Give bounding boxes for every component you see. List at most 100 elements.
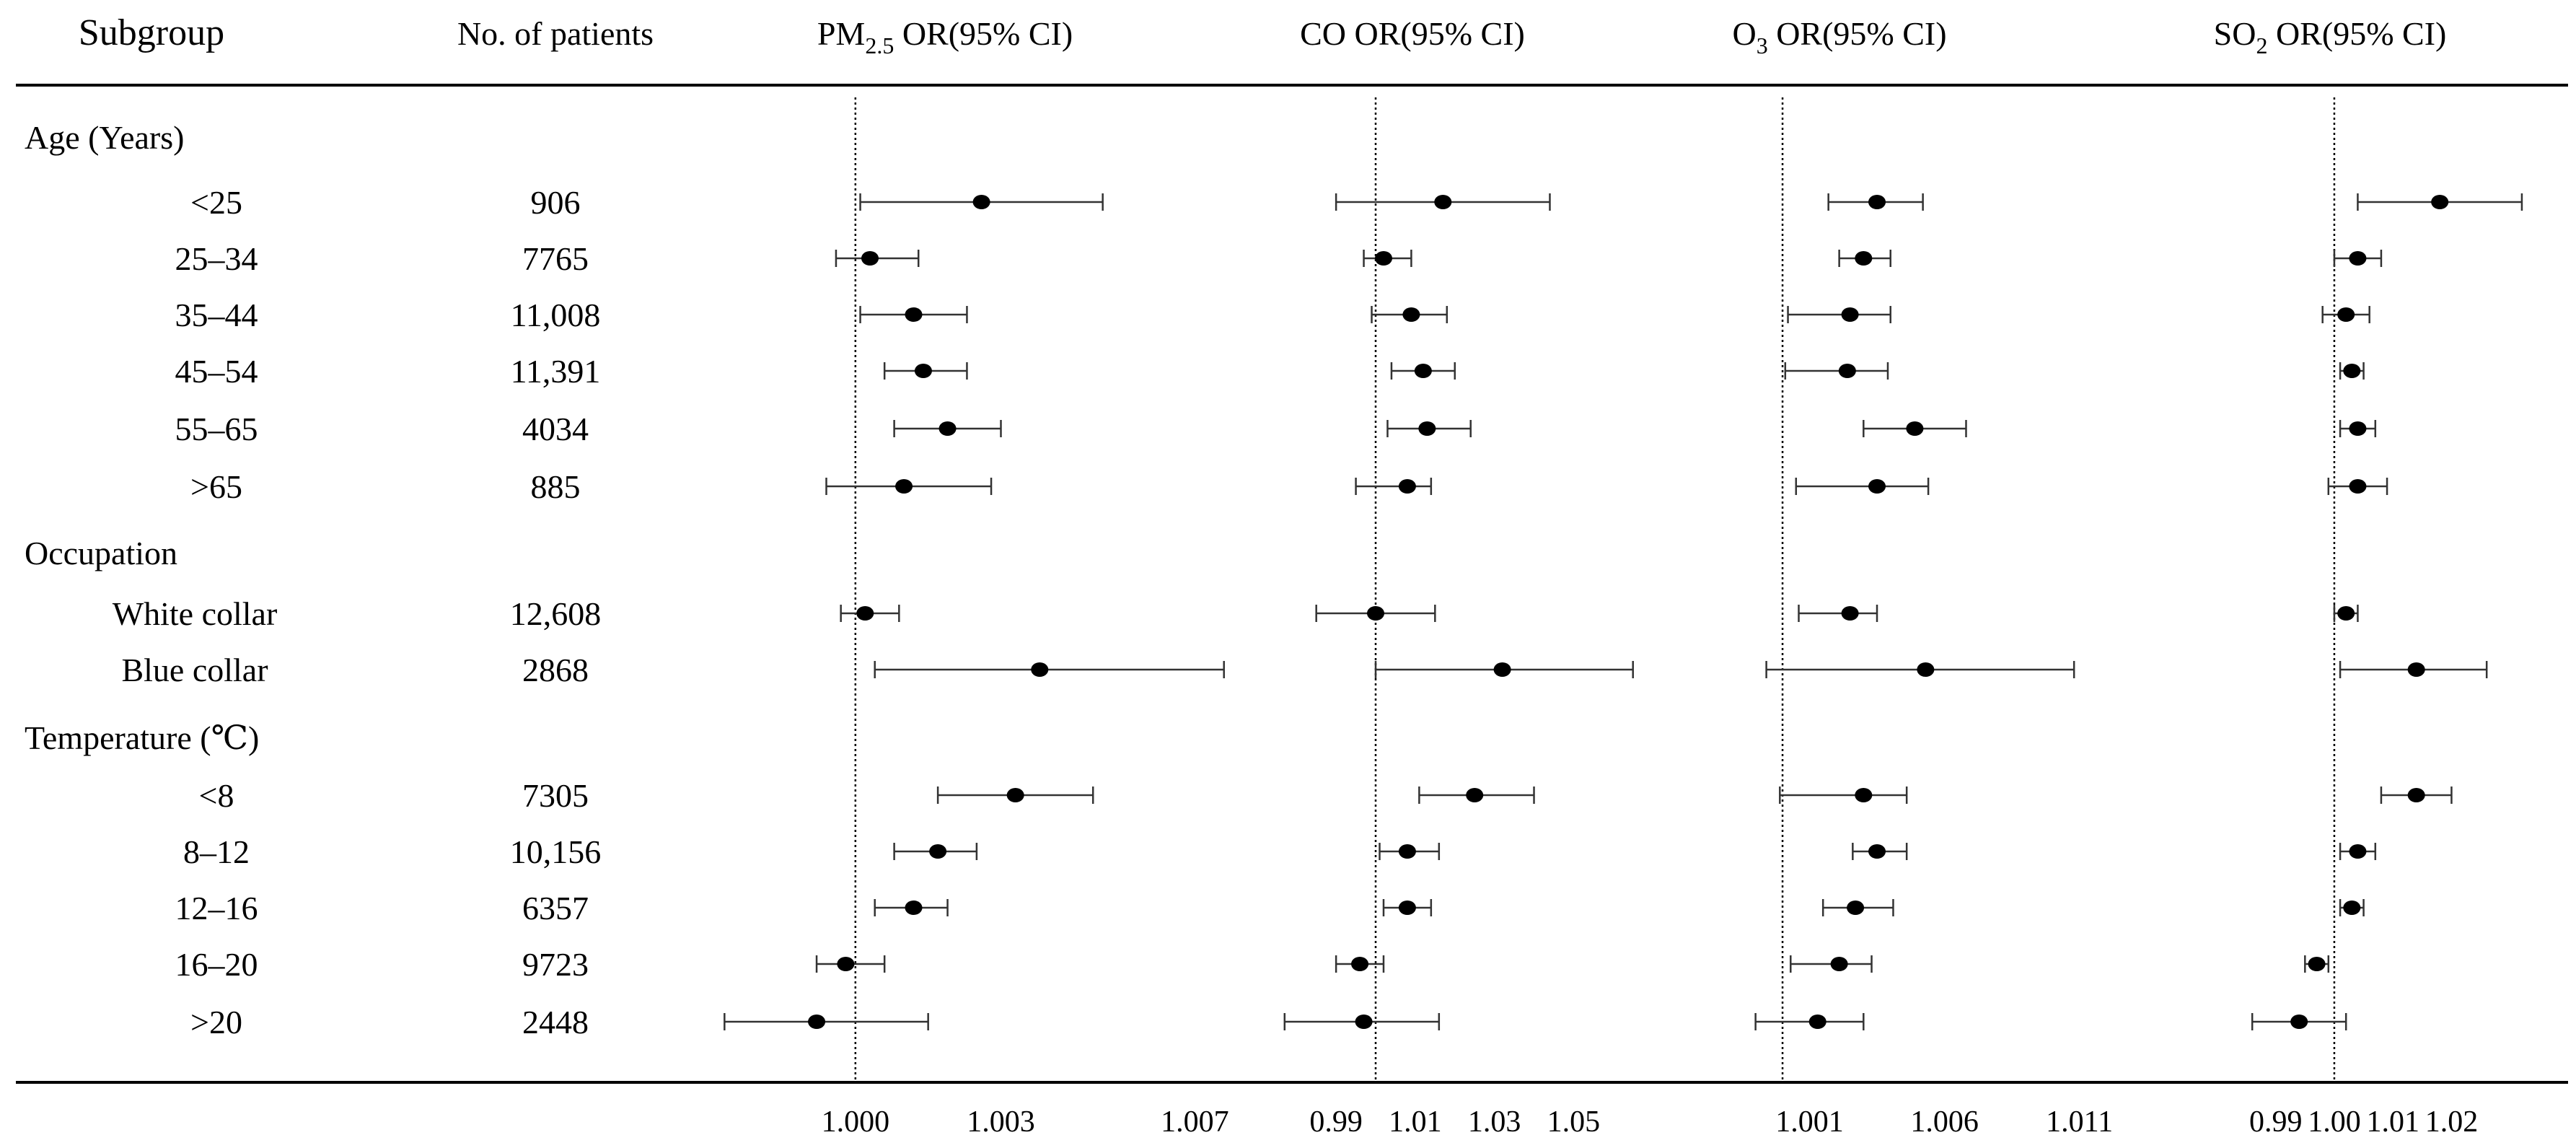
odds-ratio-point	[905, 307, 923, 322]
odds-ratio-point	[2308, 957, 2326, 971]
forest-panel-co: 0.99 1.01 1.03 1.05	[1283, 97, 1634, 1139]
group-label: Occupation	[25, 535, 177, 571]
patient-count: 2868	[522, 652, 589, 688]
so2-or-header: SO2 OR(95% CI)	[2214, 15, 2447, 58]
odds-ratio-point	[808, 1015, 826, 1029]
table-header: Subgroup No. of patients PM2.5 OR(95% CI…	[79, 12, 2446, 58]
patient-count: 7765	[522, 240, 589, 277]
patient-count: 9723	[522, 946, 589, 983]
patient-count: 7305	[522, 777, 589, 814]
odds-ratio-point	[2349, 421, 2367, 436]
x-tick-label: 1.00	[2308, 1105, 2361, 1139]
patient-count: 885	[531, 468, 581, 505]
odds-ratio-point	[1418, 421, 1436, 436]
odds-ratio-point	[1847, 901, 1865, 915]
so2-or-header-sub: 2	[2256, 32, 2267, 58]
patient-count: 10,156	[510, 833, 602, 870]
odds-ratio-point	[2349, 251, 2367, 266]
odds-ratio-point	[1367, 606, 1385, 621]
odds-ratio-point	[2349, 479, 2367, 494]
subgroup-label: <25	[190, 184, 242, 221]
patient-count: 2448	[522, 1004, 589, 1040]
pm25-or-header: PM2.5 OR(95% CI)	[817, 15, 1073, 58]
patient-count: 6357	[522, 890, 589, 926]
patients-header: No. of patients	[457, 15, 654, 52]
odds-ratio-point	[2407, 662, 2425, 677]
odds-ratio-point	[1855, 788, 1873, 802]
odds-ratio-point	[2431, 195, 2449, 209]
odds-ratio-point	[1855, 251, 1873, 266]
x-tick-label: 1.02	[2425, 1105, 2479, 1139]
odds-ratio-point	[938, 421, 957, 436]
group-label: Age (Years)	[25, 119, 184, 156]
odds-ratio-point	[914, 364, 932, 378]
so2-or-header-rest: OR(95% CI)	[2267, 15, 2446, 52]
subgroup-label: 25–34	[175, 240, 258, 277]
co-or-header-rest: OR(95% CI)	[1346, 15, 1525, 52]
odds-ratio-point	[2407, 788, 2425, 802]
odds-ratio-point	[1906, 421, 1924, 436]
x-tick-label: 1.011	[2046, 1105, 2113, 1139]
odds-ratio-point	[2349, 844, 2367, 859]
subgroup-label: >65	[190, 468, 242, 505]
odds-ratio-point	[1351, 957, 1369, 971]
odds-ratio-point	[1398, 479, 1416, 494]
subgroup-label: White collar	[113, 595, 278, 632]
odds-ratio-point	[2343, 364, 2361, 378]
so2-or-header-main: SO	[2214, 15, 2256, 52]
odds-ratio-point	[1031, 662, 1049, 677]
odds-ratio-point	[1434, 195, 1452, 209]
odds-ratio-point	[1917, 662, 1935, 677]
subgroup-header: Subgroup	[79, 12, 224, 53]
forest-panel-o3: 1.001 1.006 1.011	[1754, 97, 2113, 1139]
odds-ratio-point	[2290, 1015, 2308, 1029]
subgroup-label: >20	[190, 1004, 242, 1040]
x-tick-label: 1.007	[1161, 1105, 1229, 1139]
x-tick-label: 1.01	[1389, 1105, 1442, 1139]
odds-ratio-point	[1868, 195, 1886, 209]
odds-ratio-point	[1868, 844, 1886, 859]
subgroup-label: <8	[199, 777, 234, 814]
patient-count: 906	[531, 184, 581, 221]
o3-or-header-rest: OR(95% CI)	[1768, 15, 1947, 52]
group-label: Temperature (℃)	[25, 719, 259, 756]
x-tick-label: 0.99	[2249, 1105, 2303, 1139]
pm25-or-header-main: PM	[817, 15, 865, 52]
co-or-header-main: CO	[1300, 15, 1346, 52]
odds-ratio-point	[1466, 788, 1484, 802]
pm25-or-header-rest: OR(95% CI)	[894, 15, 1073, 52]
x-tick-label: 1.000	[822, 1105, 890, 1139]
forest-panel-pm25: 1.000 1.003 1.007	[724, 97, 1229, 1139]
odds-ratio-point	[1841, 606, 1859, 621]
odds-ratio-point	[1355, 1015, 1373, 1029]
patient-count: 11,391	[511, 353, 601, 390]
odds-ratio-point	[2337, 307, 2355, 322]
patient-count: 12,608	[510, 595, 602, 632]
odds-ratio-point	[1402, 307, 1420, 322]
odds-ratio-point	[1841, 307, 1859, 322]
x-tick-label: 1.003	[967, 1105, 1035, 1139]
odds-ratio-point	[861, 251, 879, 266]
odds-ratio-point	[1398, 844, 1416, 859]
o3-or-header-main: O	[1732, 15, 1756, 52]
o3-or-header-sub: 3	[1757, 32, 1768, 58]
patient-count: 11,008	[511, 297, 601, 333]
odds-ratio-point	[1868, 479, 1886, 494]
odds-ratio-point	[1414, 364, 1432, 378]
x-tick-label: 1.01	[2366, 1105, 2419, 1139]
odds-ratio-point	[929, 844, 947, 859]
x-tick-label: 1.05	[1547, 1105, 1601, 1139]
x-tick-label: 1.006	[1910, 1105, 1979, 1139]
x-tick-label: 0.99	[1309, 1105, 1363, 1139]
subgroup-label: Blue collar	[121, 652, 268, 688]
odds-ratio-point	[905, 901, 923, 915]
o3-or-header: O3 OR(95% CI)	[1732, 15, 1946, 58]
subgroup-label: 8–12	[183, 833, 250, 870]
odds-ratio-point	[1830, 957, 1848, 971]
forest-panel-so2: 0.99 1.00 1.01 1.02	[2249, 97, 2523, 1139]
odds-ratio-point	[837, 957, 855, 971]
subgroup-label: 55–65	[175, 411, 258, 447]
odds-ratio-point	[1006, 788, 1024, 802]
odds-ratio-point	[2337, 606, 2355, 621]
